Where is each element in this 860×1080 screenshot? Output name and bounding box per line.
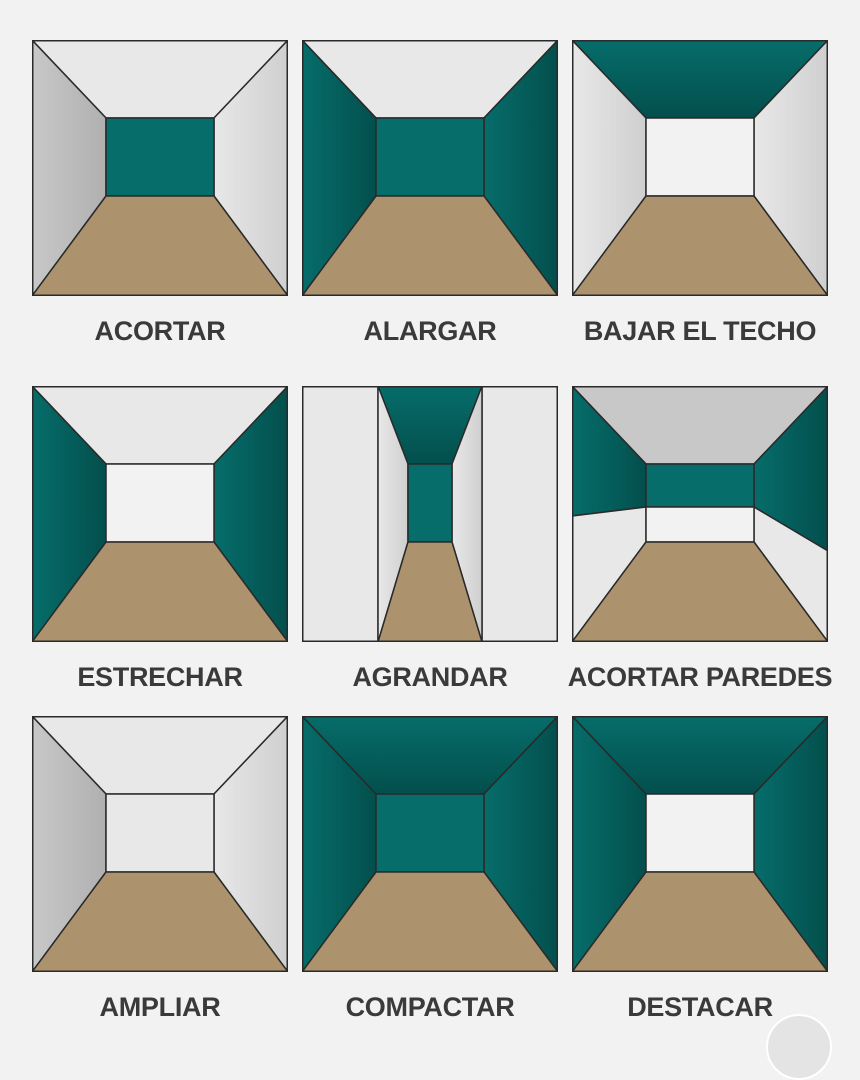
corner-logo-badge	[766, 1014, 832, 1080]
room-caption: AMPLIAR	[99, 992, 221, 1022]
room-diagram-4	[32, 386, 288, 642]
floor	[32, 541, 288, 642]
room-caption: COMPACTAR	[345, 992, 515, 1022]
back-wall	[105, 793, 215, 873]
room-caption: ACORTAR	[94, 316, 226, 346]
room-caption: AGRANDAR	[352, 662, 508, 692]
floor	[32, 871, 288, 972]
room-frame	[32, 40, 288, 296]
room-caption: ALARGAR	[363, 316, 497, 346]
room-frame	[302, 716, 558, 972]
room-diagram-3	[572, 40, 828, 296]
room-caption: BAJAR EL TECHO	[583, 316, 817, 346]
room-diagram-8	[302, 716, 558, 972]
floor	[572, 195, 828, 296]
room-frame	[32, 716, 288, 972]
room-diagram-5	[302, 386, 558, 642]
room-frame	[572, 716, 828, 972]
room-frame	[302, 40, 558, 296]
floor	[302, 871, 558, 972]
room-caption: ACORTAR PAREDES	[567, 662, 833, 692]
room-frame	[572, 40, 828, 296]
back-wall-upper	[645, 463, 755, 508]
corridor-back-wall	[407, 463, 453, 543]
corridor-floor	[377, 541, 483, 642]
room-diagram-9	[572, 716, 828, 972]
room-caption: DESTACAR	[627, 992, 773, 1022]
room-frame	[302, 386, 558, 642]
room-diagram-7	[32, 716, 288, 972]
back-wall-lower	[645, 506, 755, 543]
back-wall	[105, 117, 215, 197]
room-frame	[32, 386, 288, 642]
back-wall	[645, 793, 755, 873]
room-diagram-1	[32, 40, 288, 296]
back-wall	[645, 117, 755, 197]
floor	[572, 541, 828, 642]
back-wall	[375, 117, 485, 197]
room-caption: ESTRECHAR	[77, 662, 243, 692]
floor	[32, 195, 288, 296]
room-diagram-6	[572, 386, 828, 642]
room-perspective-grid: ACORTAR ALARGAR BAJAR EL TECHO ESTRECHAR AGR…	[32, 40, 833, 1022]
side-panel-right	[481, 386, 558, 642]
floor	[572, 871, 828, 972]
floor	[302, 195, 558, 296]
room-diagram-2	[302, 40, 558, 296]
back-wall	[105, 463, 215, 543]
back-wall	[375, 793, 485, 873]
side-panel-left	[302, 386, 379, 642]
room-frame	[572, 386, 828, 642]
